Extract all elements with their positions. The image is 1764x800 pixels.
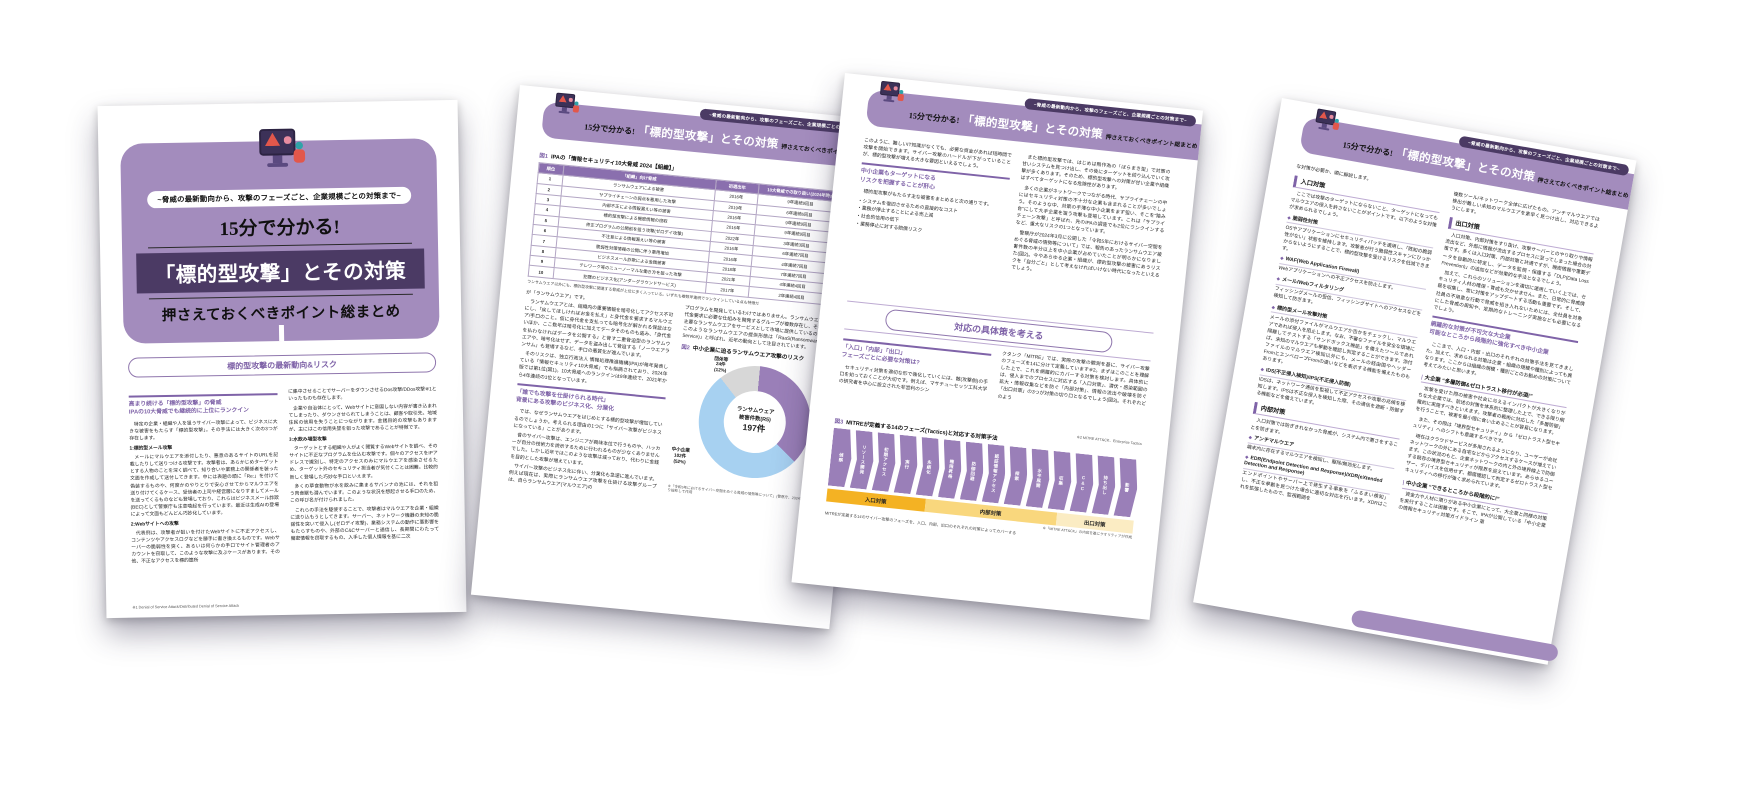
bar-icon: | xyxy=(1420,374,1424,381)
phase-arrow: 実行 xyxy=(894,435,921,495)
page-1-cover: ~脅威の最新動向から、攻撃のフェーズごと、企業規模ごとの対策まで~ 15分で分か… xyxy=(97,99,467,619)
phase-arrow: 探索 xyxy=(1004,446,1031,506)
figure-label: 図2 xyxy=(680,344,691,351)
bullet-icon: ◆ xyxy=(1271,303,1276,310)
column-left: が「ランサムウエア」です。 ランサムウエアとは、組織内の重要情報を暗号化してアク… xyxy=(498,289,675,602)
donut-center-text: ランサムウェア 被害件数(R5) xyxy=(736,406,775,424)
bullet-icon: ◆ xyxy=(1279,255,1285,261)
phase-arrow: C&C xyxy=(1070,453,1097,513)
divider xyxy=(148,242,413,249)
monitor-warning-illustration-icon xyxy=(246,124,311,175)
item-title: 脆弱性対策 xyxy=(1292,215,1319,226)
cover-title-block: ~脅威の最新動向から、攻撃のフェーズごと、企業規模ごとの対策まで~ 15分で分か… xyxy=(120,128,440,344)
sub-heading: 2:Webサイトへの攻撃 xyxy=(130,521,179,528)
paragraph: メールにマルウエアを添付したり、悪意のあるサイトのURLを記載したりして送りつけ… xyxy=(129,453,280,518)
phase-arrow: 持ち出し xyxy=(1092,456,1119,516)
page-3: ~脅威の最新動向から、攻撃のフェーズごと、企業規模ごとの対策まで~ 15分で分か… xyxy=(791,73,1204,620)
bullet-icon: ◆ xyxy=(1286,214,1292,221)
phase-arrow: 初期アクセス xyxy=(872,432,899,492)
phase-arrow: 防御回避 xyxy=(960,442,987,502)
paragraph: 特定の企業・組織や人を狙うサイバー攻撃によって、ビジネスに大きな被害をもたらす「… xyxy=(129,419,278,442)
phase-arrow: 偵察 xyxy=(828,428,855,488)
paragraph: ターゲットとする組織や人がよく閲覧するWebサイトを調べ、そのサイトに不正なプロ… xyxy=(289,444,438,481)
column-left: 高まり続ける「標的型攻撃」の脅威 IPAの10大脅威でも継続的に上位にランクイン… xyxy=(128,389,282,660)
column-heading: 高まり続ける「標的型攻撃」の脅威 IPAの10大脅威でも継続的に上位にランクイン xyxy=(128,393,278,418)
phase-arrow: 収集 xyxy=(1048,451,1075,511)
donut-chart: ランサムウェア 被害件数(R5) 197件 xyxy=(693,360,816,483)
slice-label-sme: 中小企業 102件 (52%) xyxy=(671,445,691,465)
tagline-pill: ~脅威の最新動向から、攻撃のフェーズごと、企業規模ごとの対策まで~ xyxy=(147,186,412,209)
title-main: 「標的型攻撃」とその対策 xyxy=(136,248,425,294)
paragraph: 多くの草食動物が水を飲みに集まるサバンナの池には、それを狙う肉食獣も潜んでいます… xyxy=(289,482,439,505)
paragraph: に集中させることでサーバーをダウンさせるDos攻撃/DDos攻撃※1といったもの… xyxy=(288,387,437,402)
paragraph: 企業や自治体にとって、Webサイトに意図しない内容が書き込まれてしまったり、ダウ… xyxy=(288,403,438,433)
sub-heading: 3:水飲み場型攻撃 xyxy=(288,436,327,443)
monitor-warning-illustration-icon xyxy=(1307,105,1345,137)
monitor-warning-illustration-icon xyxy=(872,78,909,107)
bullet-icon: ◆ xyxy=(1276,276,1281,282)
table-cell: 10 xyxy=(528,265,554,279)
paragraph: これらの手法を駆使することで、攻撃者はマルウエアを企業・組織に送り込もうとしてき… xyxy=(290,506,440,543)
phase-arrow: リソース開発 xyxy=(850,430,877,490)
paragraph: 代表例は、攻撃者が狙いを付けたWebサイトに不正アクセスし、コンテンツやアクセス… xyxy=(131,529,280,566)
title-prefix: 15分で分かる! xyxy=(219,216,341,241)
phase-arrow: 永続化 xyxy=(916,437,943,497)
bar-icon: | xyxy=(1401,479,1405,487)
divider xyxy=(148,293,413,300)
phase-arrow: 認証情報アクセス xyxy=(982,444,1009,504)
bullet-icon: ◆ xyxy=(1248,434,1253,441)
page-4: ~脅威の最新動向から、攻撃のフェーズごと、企業規模ごとの対策まで~ 15分で分か… xyxy=(1193,98,1637,665)
page-3-body: このように、難しいIT知識がなくても、必要な資金があれば短時間で攻撃を開始できま… xyxy=(799,131,1197,551)
column-right: クタンク「MITRE」では、実際の攻撃の観測を基に、サイバー攻撃のフェーズを14… xyxy=(995,351,1150,440)
bullet-icon: ◆ xyxy=(1244,454,1249,460)
column-left: このように、難しいIT知識がなくても、必要な資金があれば短時間で攻撃を開始できま… xyxy=(848,137,1012,310)
monitor-warning-illustration-icon xyxy=(547,90,583,119)
phase-arrow: 影響 xyxy=(1114,458,1141,518)
page-4-body: な対策が必要か、順に解説します。 入口対策 ここでは攻撃のターゲットにならないこ… xyxy=(1198,155,1627,639)
donut-center-label: ランサムウェア 被害件数(R5) 197件 xyxy=(720,387,789,456)
title-suffix: 押さえておくべきポイント総まとめ xyxy=(161,303,401,325)
phase-arrow: 権限昇格 xyxy=(938,439,965,499)
figure-label: 図3 xyxy=(834,418,844,426)
bullet-icon: ◆ xyxy=(1260,366,1265,373)
sub-heading: 1:標的型メール攻撃 xyxy=(129,445,173,452)
figure-label: 図1 xyxy=(538,153,549,160)
column-right: に集中させることでサーバーをダウンさせるDos攻撃/DDos攻撃※1といったもの… xyxy=(288,386,441,657)
column-right: また標的型攻撃では、はじめは無作為の「ばらまき型」で対策の甘いシステムを見つけ出… xyxy=(1006,154,1171,327)
phase-arrow: 水平展開 xyxy=(1026,449,1053,509)
slice-label-organizations: 団体等 24件 (12%) xyxy=(713,355,729,374)
donut-center-value: 197件 xyxy=(742,422,766,435)
section-pill-trends: 標的型攻撃の最新動向&リスク xyxy=(127,352,437,378)
page-1-body: 高まり続ける「標的型攻撃」の脅威 IPAの10大脅威でも継続的に上位にランクイン… xyxy=(102,382,467,660)
column-left: 「入口」「内部」「出口」 フェーズごとに必要な対策は? セキュリティ対策を適切な… xyxy=(836,334,991,423)
paragraph: クタンク「MITRE」では、実際の攻撃の観測を基に、サイバー攻撃のフェーズを14… xyxy=(997,351,1150,408)
